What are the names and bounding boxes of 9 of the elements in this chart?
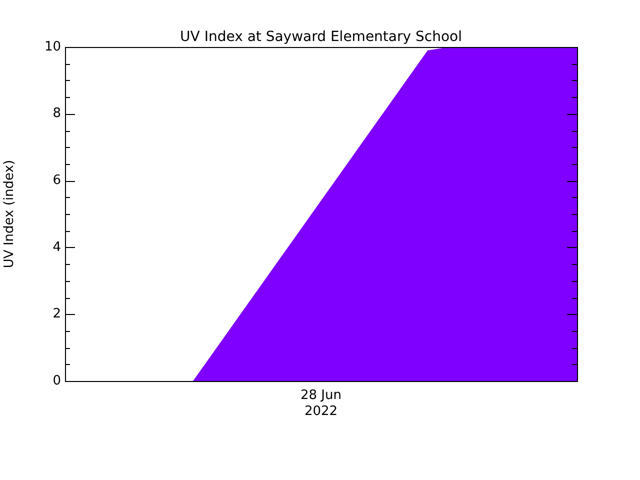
y-tick-label: 8 — [52, 106, 61, 122]
y-tick-label: 6 — [52, 172, 61, 188]
y-tick-label: 0 — [52, 373, 61, 388]
text: 28 Jun 2022 — [300, 388, 342, 419]
y-tick-label: 2 — [52, 306, 61, 322]
chart-title: UV Index at Sayward Elementary School — [180, 29, 462, 45]
y-axis-title: UV Index (index) — [2, 160, 18, 268]
y-tick-label: 4 — [52, 240, 61, 255]
y-tick-label: 10 — [44, 39, 61, 54]
